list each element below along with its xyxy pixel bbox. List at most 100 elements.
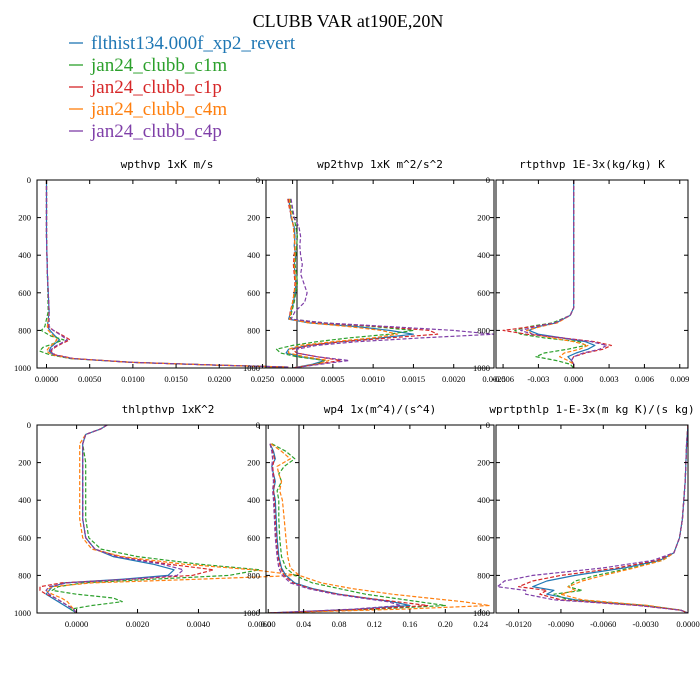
legend-item: jan24_clubb_c1m [69,55,227,76]
series-line [502,180,613,368]
series-line [45,180,289,368]
x-tick-label: 0.0015 [402,374,425,384]
y-tick-label: 600 [18,533,31,543]
y-tick-label: 1000 [243,608,260,618]
y-tick-label: 400 [477,495,490,505]
x-tick-label: 0.0060 [248,619,271,629]
series-line [288,198,398,368]
x-tick-label: -0.0120 [505,619,531,629]
series-line [560,425,688,613]
plot-frame [495,179,689,369]
series-line [285,198,414,368]
y-tick-label: 400 [477,250,490,260]
series-line [268,443,429,613]
y-tick-label: 1000 [14,608,31,618]
series-line [268,443,411,613]
x-tick-label: 0.04 [296,619,312,629]
series-line [45,180,289,368]
figure-title: CLUBB VAR at190E,20N [253,11,444,31]
plot-frame [495,424,689,614]
series-line [517,425,688,613]
chart-panel: rtpthvp 1E-3x(kg/kg) K02004006008001000-… [473,158,689,384]
y-tick-label: 1000 [473,608,490,618]
x-tick-label: 0.16 [402,619,417,629]
legend-label: jan24_clubb_c1p [90,77,222,98]
legend-item: flthist134.000f_xp2_revert [69,33,296,54]
x-tick-label: -0.0060 [590,619,616,629]
plot-frame [265,179,495,369]
series-line [520,180,608,368]
x-tick-label: 0.0000 [65,619,88,629]
y-tick-label: 400 [18,250,31,260]
x-tick-label: 0.0200 [208,374,231,384]
y-tick-label: 0 [256,175,260,185]
series-line [45,425,299,613]
y-tick-label: 800 [477,570,490,580]
x-tick-label: 0.0100 [121,374,144,384]
y-tick-label: 800 [477,325,490,335]
y-tick-label: 200 [477,458,490,468]
x-tick-label: -0.006 [492,374,514,384]
x-tick-label: 0.009 [670,374,689,384]
series-line [45,180,289,368]
panel-title: rtpthvp 1E-3x(kg/kg) K [519,158,665,171]
x-tick-label: 0.08 [332,619,347,629]
y-tick-label: 600 [247,533,260,543]
y-tick-label: 800 [247,570,260,580]
chart-panel: wpthvp 1xK m/s 0 200 400 600 800 1000 0.0000 0.0… [14,158,298,384]
panel-title: wpthvp 1xK m/s [121,158,214,171]
series-line [496,425,688,613]
y-tick-label: 800 [18,570,31,580]
x-tick-label: -0.0090 [548,619,574,629]
y-tick-label: 800 [247,325,260,335]
x-tick-label: 0.000 [564,374,583,384]
x-tick-label: 0.0025 [482,374,505,384]
plot-frame [265,424,495,614]
x-tick-label: 0.0020 [126,619,149,629]
x-tick-label: 0.0150 [164,374,187,384]
panel-title: thlpthvp 1xK^2 [122,403,215,416]
series-line [528,180,596,368]
series-line [268,443,402,613]
y-tick-label: 0 [27,175,31,185]
x-tick-label: -0.0030 [633,619,659,629]
plot-frame [36,424,300,614]
series-line [45,425,175,613]
x-tick-label: 0.0000 [281,374,304,384]
series-line [45,180,289,368]
x-tick-label: 0.0040 [187,619,210,629]
legend-label: jan24_clubb_c4p [90,121,222,142]
panel-title: wp4 1x(m^4)/(s^4) [324,403,437,416]
legend-item: jan24_clubb_c4p [69,121,222,142]
x-tick-label: 0.0000 [676,619,699,629]
x-tick-label: 0.00 [261,619,276,629]
x-tick-label: 0.0050 [78,374,101,384]
chart-panel: thlpthvp 1xK^2 0 200 400 600 800 1000 0.0000 0.0… [14,403,300,629]
y-tick-label: 600 [247,288,260,298]
y-tick-label: 200 [247,213,260,223]
x-tick-label: 0.0020 [442,374,465,384]
legend-label: flthist134.000f_xp2_revert [91,33,296,54]
x-tick-label: 0.12 [367,619,382,629]
y-tick-label: 600 [477,533,490,543]
plot-frame [36,179,298,369]
y-tick-label: 200 [18,213,31,223]
legend-label: jan24_clubb_c4m [90,99,227,120]
y-tick-label: 200 [247,458,260,468]
series-line [514,180,587,368]
panel-title: wprtpthlp 1-E-3x(m kg K)/(s kg) [489,403,694,416]
series-line [45,425,184,613]
y-tick-label: 600 [477,288,490,298]
chart-panel: wp2thvp 1xK m^2/s^2020040060080010000.00… [243,158,506,384]
y-tick-label: 1000 [243,363,260,373]
series-line [532,425,688,613]
x-tick-label: 0.0000 [35,374,58,384]
x-tick-label: 0.003 [600,374,619,384]
y-tick-label: 600 [18,288,31,298]
legend-label: jan24_clubb_c1m [90,55,227,76]
x-tick-label: -0.003 [527,374,549,384]
legend: flthist134.000f_xp2_revertjan24_clubb_c1… [69,33,296,142]
